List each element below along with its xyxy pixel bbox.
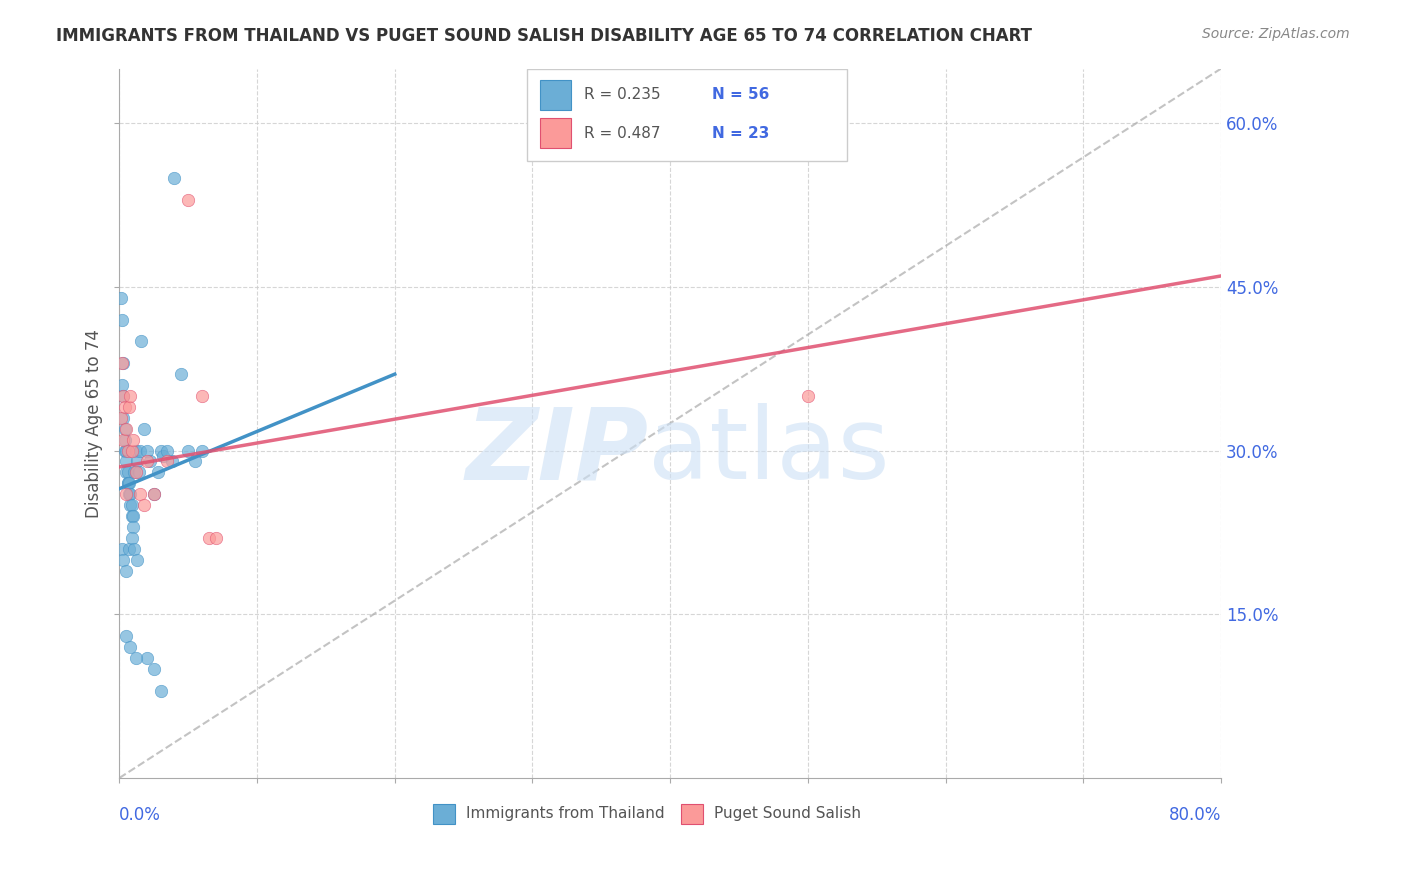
Point [112,389,135,403]
Point [135,454,157,468]
Point [160,454,183,468]
Point [135,651,157,665]
Point [198,531,221,545]
Point [111,541,134,556]
Point [129,487,152,501]
Point [127,454,149,468]
Point [170,367,193,381]
Point [120,487,142,501]
Point [118,541,141,556]
Point [112,552,135,566]
Point [114,400,136,414]
Point [163,170,186,185]
Point [797,389,820,403]
Bar [527,69,846,161]
Point [120,389,142,403]
Point [177,193,200,207]
Point [117,466,139,480]
Point [184,454,207,468]
Point [132,422,155,436]
Text: Source: ZipAtlas.com: Source: ZipAtlas.com [1202,27,1350,41]
Text: Immigrants from Thailand: Immigrants from Thailand [467,806,665,821]
Point [135,443,157,458]
Point [127,552,149,566]
Point [142,662,165,676]
Point [114,433,136,447]
Point [121,443,143,458]
Bar [540,80,571,110]
Point [117,476,139,491]
Point [118,400,141,414]
Text: Puget Sound Salish: Puget Sound Salish [714,806,862,821]
Point [111,356,134,370]
Point [149,683,172,698]
Point [129,443,152,458]
Point [122,433,145,447]
Text: R = 0.487: R = 0.487 [585,126,661,141]
Point [115,466,138,480]
Bar [540,118,571,148]
Point [152,449,174,463]
Point [112,389,135,403]
Point [128,466,150,480]
Point [121,498,143,512]
Point [115,564,138,578]
Bar [682,805,703,824]
Point [142,487,165,501]
Text: 0.0%: 0.0% [120,806,162,824]
Text: atlas: atlas [648,403,890,500]
Point [112,433,135,447]
Point [118,476,141,491]
Point [111,312,134,326]
Point [110,410,132,425]
Point [124,466,146,480]
Point [115,422,138,436]
Point [204,531,226,545]
Point [115,454,138,468]
Point [146,466,169,480]
Text: 80.0%: 80.0% [1168,806,1222,824]
Point [117,443,139,458]
Point [125,651,148,665]
Point [142,487,165,501]
Point [117,476,139,491]
Point [121,531,143,545]
Point [125,466,148,480]
Point [125,443,148,458]
Point [122,509,145,524]
Point [131,334,153,349]
Point [138,454,160,468]
Point [112,410,135,425]
Text: IMMIGRANTS FROM THAILAND VS PUGET SOUND SALISH DISABILITY AGE 65 TO 74 CORRELATI: IMMIGRANTS FROM THAILAND VS PUGET SOUND … [56,27,1032,45]
Point [110,291,132,305]
Point [115,487,138,501]
Point [191,389,214,403]
Y-axis label: Disability Age 65 to 74: Disability Age 65 to 74 [86,329,103,517]
Point [115,443,138,458]
Point [120,640,142,654]
Point [112,356,135,370]
Point [121,509,143,524]
Point [191,443,214,458]
Point [177,443,200,458]
Text: N = 23: N = 23 [711,126,769,141]
Text: N = 56: N = 56 [711,87,769,103]
Point [111,378,134,392]
Point [118,487,141,501]
Point [149,443,172,458]
Bar [433,805,456,824]
Point [114,443,136,458]
Point [120,498,142,512]
Point [114,422,136,436]
Text: ZIP: ZIP [465,403,648,500]
Point [132,498,155,512]
Text: R = 0.235: R = 0.235 [585,87,661,103]
Point [124,541,146,556]
Point [122,520,145,534]
Point [115,629,138,643]
Point [156,443,179,458]
Point [156,454,179,468]
